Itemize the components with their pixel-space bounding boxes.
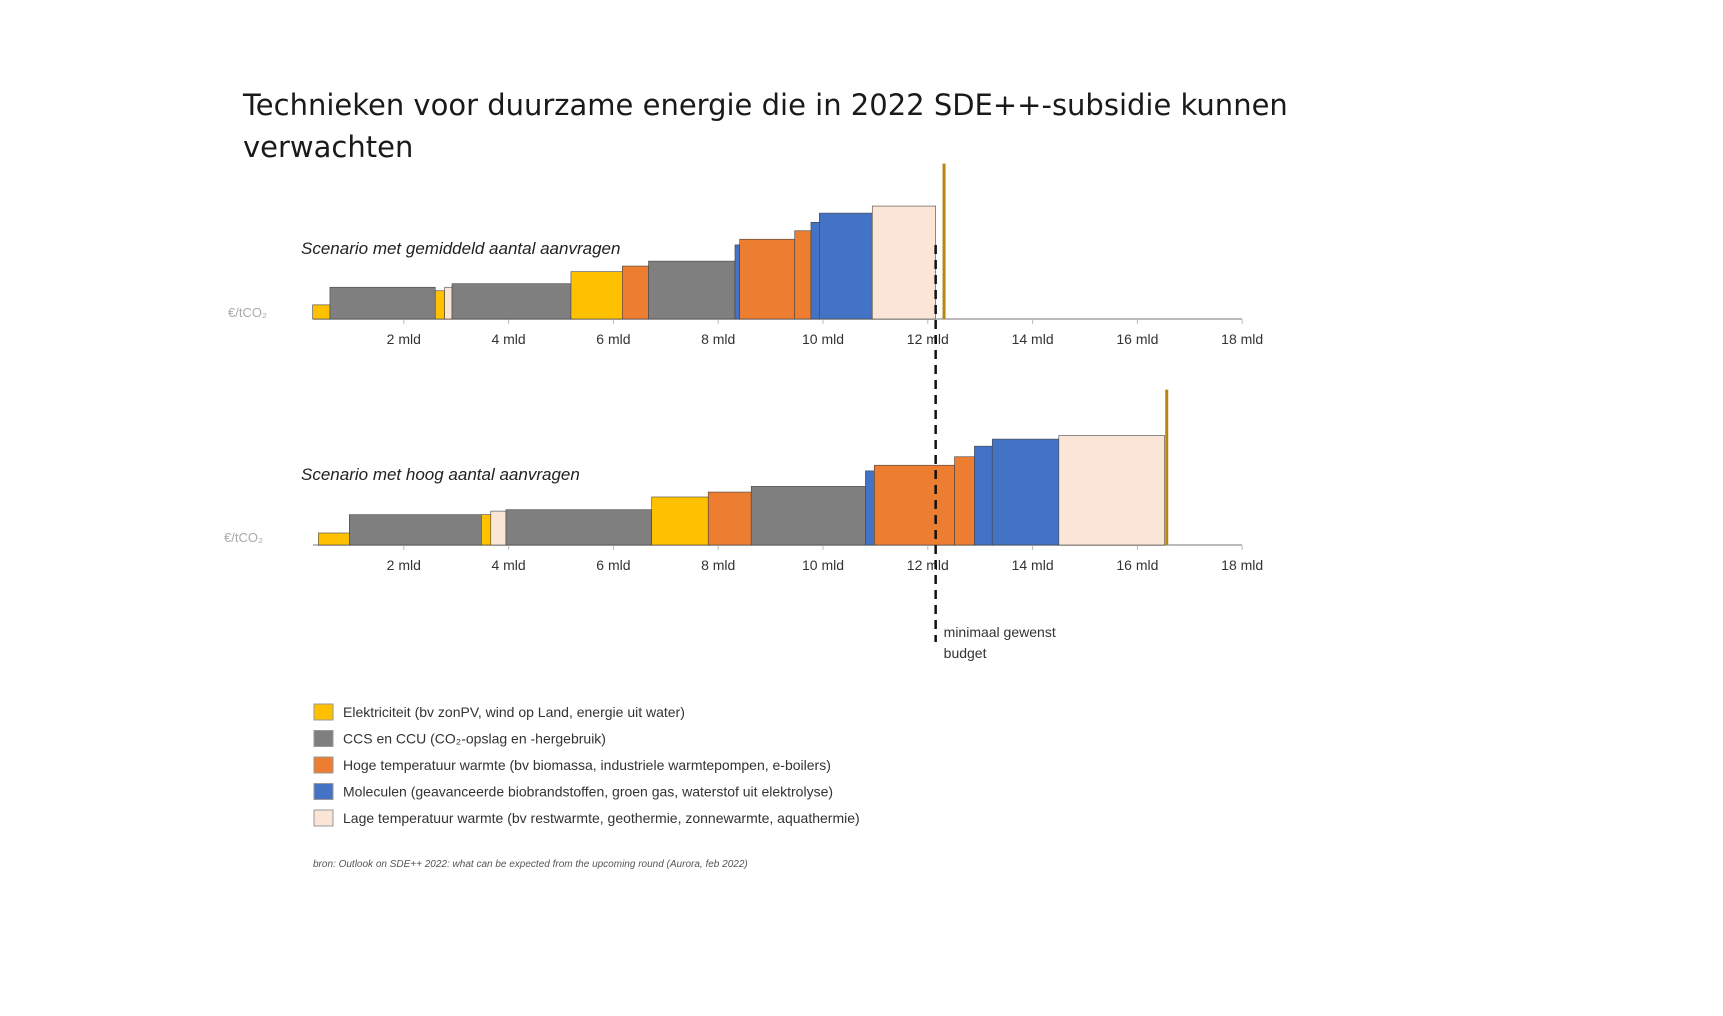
x-tick-label: 12 mld bbox=[907, 557, 949, 573]
legend-label: Lage temperatuur warmte (bv restwarmte, … bbox=[343, 810, 860, 826]
bar-segment-moleculen bbox=[991, 438, 1060, 546]
bar-segment-hoge_temp bbox=[622, 265, 649, 320]
legend-swatch-moleculen bbox=[313, 783, 334, 800]
scenario-2-subtitle: Scenario met hoog aantal aanvragen bbox=[301, 465, 580, 484]
bar-segment-moleculen bbox=[974, 445, 993, 546]
x-tick-label: 16 mld bbox=[1116, 331, 1158, 347]
x-tick-label: 4 mld bbox=[491, 557, 525, 573]
bar-segment-ccs bbox=[750, 486, 866, 546]
bar-segment-elektriciteit bbox=[312, 304, 331, 320]
bar-segment-lage_temp bbox=[871, 205, 936, 320]
bar-segment-hoge_temp bbox=[874, 464, 955, 546]
x-tick-label: 18 mld bbox=[1221, 331, 1263, 347]
bar-segment-elektriciteit bbox=[318, 532, 350, 546]
chart-title-line-1: Technieken voor duurzame energie die in … bbox=[242, 88, 1288, 122]
scenario-2-plot: 2 mld 4 mld 6 mld 8 mld 10 mld 12 mld 14 mld 16… bbox=[313, 389, 1263, 573]
bar-segment-ccs bbox=[329, 286, 436, 320]
legend-label: Elektriciteit (bv zonPV, wind op Land, e… bbox=[343, 704, 685, 720]
bar-segment-hoge_temp bbox=[707, 491, 752, 546]
x-tick-label: 4 mld bbox=[491, 331, 525, 347]
legend-label: Hoge temperatuur warmte (bv biomassa, in… bbox=[343, 757, 831, 773]
scenario-1-plot: 2 mld 4 mld 6 mld 8 mld 10 mld 12 mld 14 mld 16… bbox=[312, 163, 1263, 347]
legend-label: CCS en CCU (CO₂-opslag en -hergebruik) bbox=[343, 731, 606, 747]
x-tick-label: 18 mld bbox=[1221, 557, 1263, 573]
legend-swatch-elektriciteit bbox=[313, 703, 334, 721]
bar-segment-moleculen bbox=[734, 244, 740, 320]
bar-segment-moleculen bbox=[819, 212, 873, 320]
x-tick-label: 2 mld bbox=[387, 557, 421, 573]
x-tick-label: 10 mld bbox=[802, 557, 844, 573]
bar-segment-moleculen bbox=[810, 221, 820, 320]
bar-segment-moleculen bbox=[865, 470, 875, 546]
budget-label-line-1: minimaal gewenst bbox=[944, 624, 1056, 640]
bar-segment-ccs bbox=[505, 509, 652, 546]
x-tick-label: 8 mld bbox=[701, 557, 735, 573]
bar-segment-elektriciteit bbox=[434, 290, 445, 320]
x-tick-label: 10 mld bbox=[802, 331, 844, 347]
x-tick-label: 14 mld bbox=[1012, 331, 1054, 347]
bar-segment-hoge_temp bbox=[739, 238, 796, 320]
bar-segment-lage_temp bbox=[444, 286, 453, 320]
bar-segment-elektriciteit bbox=[481, 514, 492, 546]
x-tick-label: 2 mld bbox=[387, 331, 421, 347]
x-tick-label: 6 mld bbox=[596, 331, 630, 347]
legend-swatch-ccs bbox=[313, 730, 334, 747]
x-tick-label: 14 mld bbox=[1012, 557, 1054, 573]
bar-segment-hoge_temp bbox=[954, 456, 975, 546]
bar-segment-elektriciteit bbox=[651, 496, 709, 546]
bar-segment-hoge_temp bbox=[794, 230, 812, 320]
source-note: bron: Outlook on SDE++ 2022: what can be… bbox=[313, 859, 748, 870]
chart-title-line-2: verwachten bbox=[243, 130, 413, 164]
scenario-1-subtitle: Scenario met gemiddeld aantal aanvragen bbox=[301, 239, 620, 258]
legend: Elektriciteit (bv zonPV, wind op Land, e… bbox=[313, 703, 860, 827]
legend-swatch-lage_temp bbox=[313, 809, 334, 827]
x-tick-label: 6 mld bbox=[596, 557, 630, 573]
bar-segment-lage_temp bbox=[490, 510, 507, 546]
x-tick-label: 16 mld bbox=[1116, 557, 1158, 573]
legend-label: Moleculen (geavanceerde biobrandstoffen,… bbox=[343, 784, 833, 800]
x-tick-label: 12 mld bbox=[907, 331, 949, 347]
bar-segment-ccs bbox=[349, 514, 482, 546]
budget-label-line-2: budget bbox=[944, 645, 987, 661]
bar-segment-lage_temp bbox=[1058, 435, 1165, 546]
scenario-1-ylabel: €/tCO₂ bbox=[228, 305, 267, 320]
bar-segment-ccs bbox=[648, 260, 736, 320]
scenario-2-ylabel: €/tCO₂ bbox=[224, 530, 263, 545]
bar-segment-ccs bbox=[451, 283, 572, 320]
bar-segment-elektriciteit bbox=[570, 271, 623, 320]
x-tick-label: 8 mld bbox=[701, 331, 735, 347]
legend-swatch-hoge_temp bbox=[313, 756, 334, 774]
